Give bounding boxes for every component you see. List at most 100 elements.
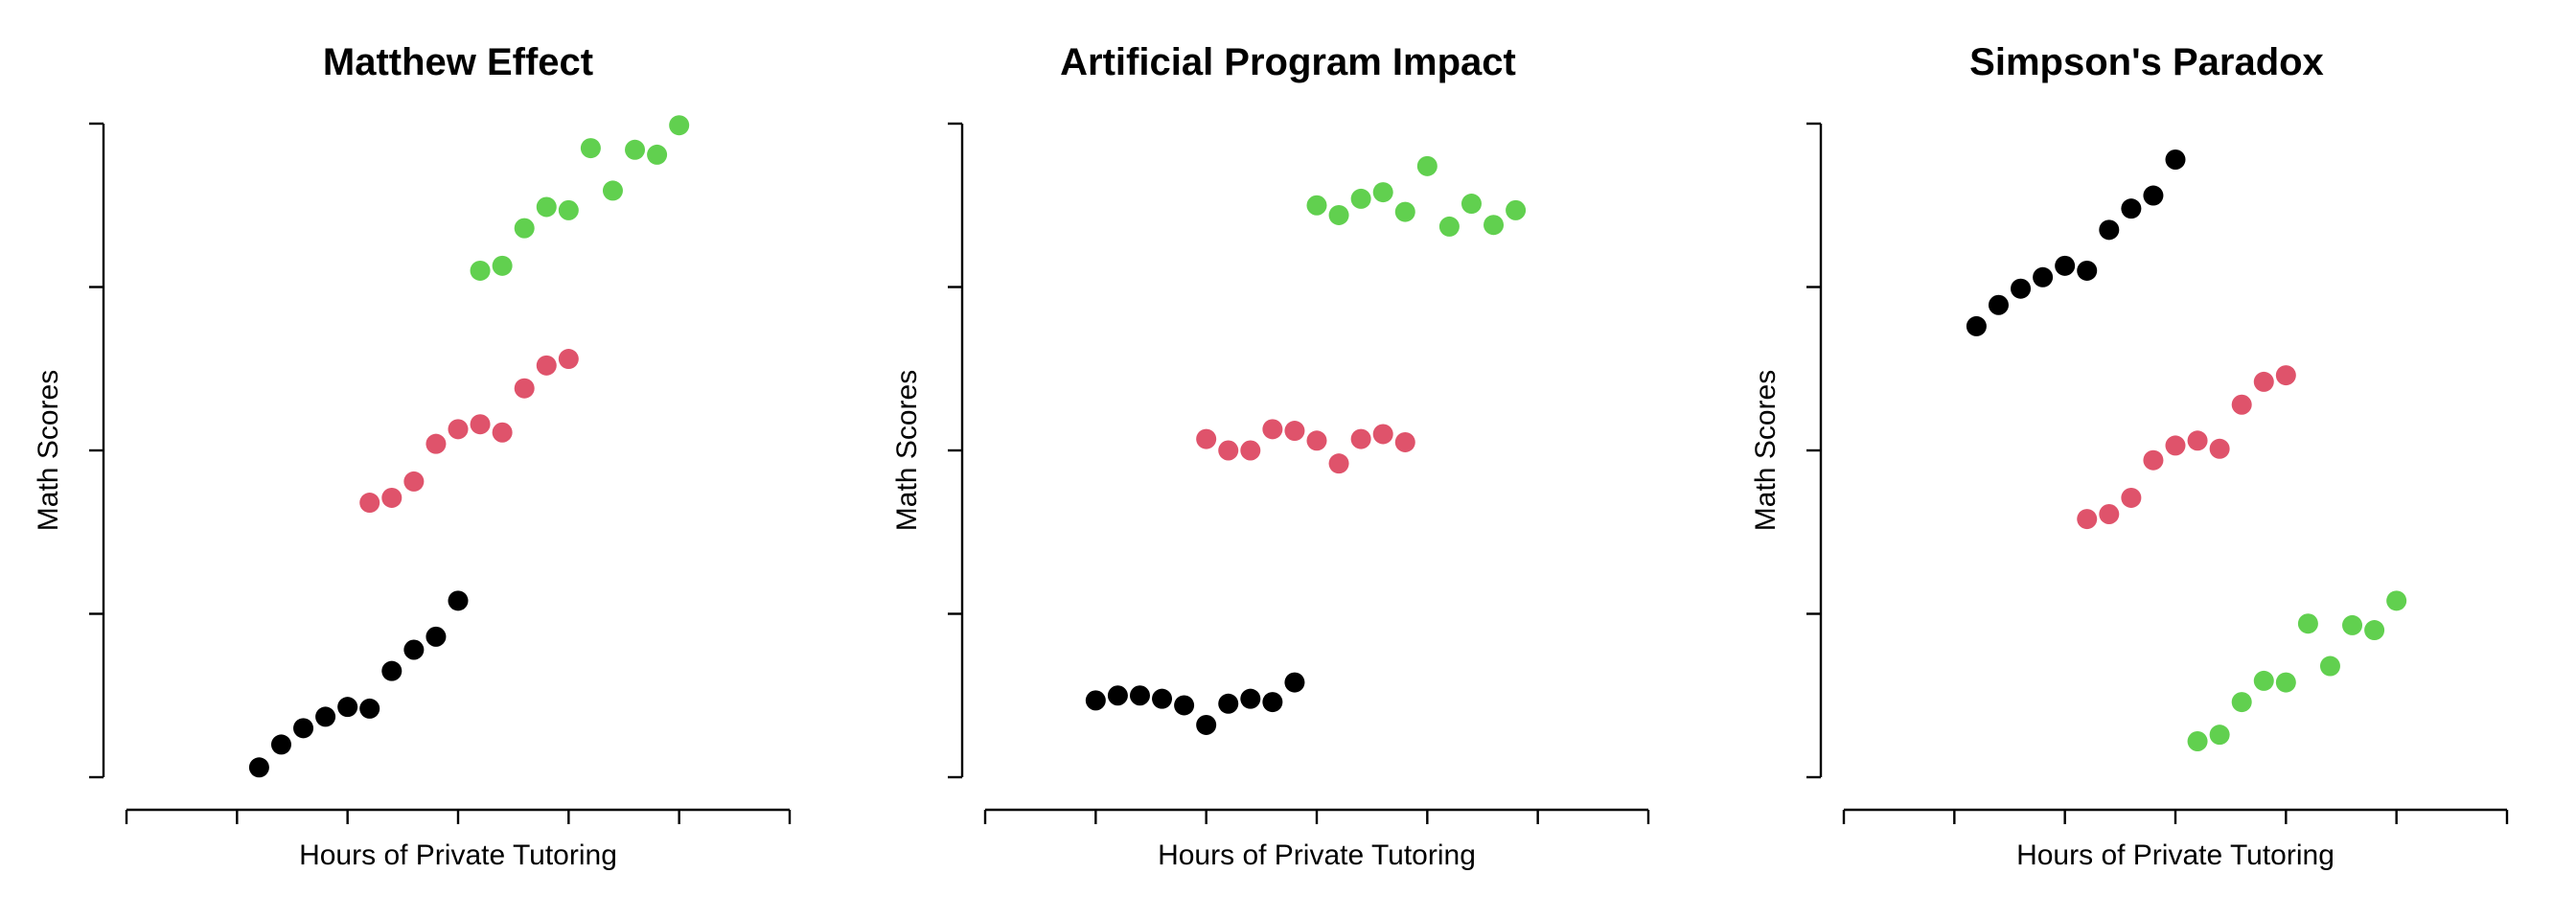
- data-point: [514, 378, 535, 399]
- data-point: [1129, 685, 1150, 706]
- series-3: [1306, 155, 1527, 237]
- data-point: [602, 180, 623, 201]
- data-point: [2253, 670, 2274, 691]
- data-point: [1306, 430, 1327, 451]
- data-point: [1085, 690, 1106, 711]
- data-point: [270, 734, 291, 755]
- data-point: [669, 115, 690, 136]
- data-point: [2209, 724, 2230, 746]
- series-3: [2187, 590, 2407, 751]
- data-point: [2077, 509, 2098, 530]
- data-point: [492, 422, 513, 443]
- data-point: [2165, 150, 2186, 171]
- data-point: [1416, 155, 1438, 176]
- data-point: [359, 493, 380, 514]
- data-point: [2386, 590, 2407, 611]
- series-1: [1966, 150, 2186, 336]
- data-point: [1438, 216, 1460, 237]
- data-point: [1460, 194, 1482, 215]
- data-point: [514, 218, 535, 239]
- data-point: [2121, 198, 2142, 219]
- data-point: [381, 660, 402, 681]
- data-point: [580, 138, 601, 159]
- data-point: [1988, 294, 2009, 315]
- data-point: [2364, 620, 2385, 641]
- data-point: [536, 196, 557, 218]
- chart-title: Artificial Program Impact: [1060, 41, 1516, 83]
- data-point: [315, 706, 336, 727]
- x-axis-label: Hours of Private Tutoring: [299, 840, 617, 871]
- data-point: [2143, 449, 2164, 471]
- data-point: [1107, 685, 1128, 706]
- data-point: [381, 487, 402, 508]
- chart-panel-1: Matthew Effect Hours of Private Tutoring M…: [33, 41, 792, 871]
- data-point: [2231, 692, 2252, 713]
- data-point: [1152, 688, 1173, 709]
- data-point: [403, 639, 425, 660]
- data-point: [1196, 428, 1217, 449]
- data-point: [2165, 435, 2186, 456]
- data-point: [1240, 688, 1261, 709]
- x-axis-label: Hours of Private Tutoring: [2016, 840, 2334, 871]
- data-point: [2297, 613, 2318, 634]
- data-point: [2342, 614, 2363, 635]
- data-point: [2011, 278, 2032, 299]
- data-point: [1284, 421, 1305, 442]
- data-point: [1218, 693, 1239, 714]
- data-point: [2319, 656, 2340, 677]
- data-point: [1394, 431, 1415, 452]
- data-point: [448, 419, 469, 440]
- data-point: [2253, 371, 2274, 392]
- data-point: [1966, 315, 1987, 336]
- chart-title: Simpson's Paradox: [1969, 41, 2324, 83]
- data-point: [1218, 440, 1239, 461]
- series-2: [359, 349, 579, 514]
- data-point: [1394, 201, 1415, 222]
- data-point: [2143, 185, 2164, 206]
- data-point: [2121, 487, 2142, 508]
- data-point: [558, 199, 579, 220]
- data-point: [536, 355, 557, 376]
- data-point: [293, 718, 314, 739]
- y-axis-label: Math Scores: [33, 370, 64, 531]
- data-point: [1372, 182, 1393, 203]
- data-point: [558, 349, 579, 370]
- data-point: [1262, 692, 1283, 713]
- chart-panel-2: Artificial Program Impact Hours of Privat…: [891, 41, 1650, 871]
- chart-panel-3: Simpson's Paradox Hours of Private Tutori…: [1750, 41, 2509, 871]
- data-point: [1328, 204, 1349, 225]
- data-point: [1262, 419, 1283, 440]
- data-point: [1350, 188, 1371, 209]
- data-point: [1284, 672, 1305, 693]
- data-point: [359, 698, 380, 719]
- series-1: [1085, 672, 1305, 735]
- data-point: [470, 414, 491, 435]
- data-point: [492, 255, 513, 276]
- data-point: [337, 697, 358, 718]
- data-point: [248, 757, 269, 778]
- data-point: [1240, 440, 1261, 461]
- data-point: [625, 139, 646, 160]
- data-point: [2275, 365, 2296, 386]
- data-point: [2055, 255, 2076, 276]
- chart-title: Matthew Effect: [323, 41, 593, 83]
- data-point: [1306, 195, 1327, 216]
- data-point: [2187, 430, 2208, 451]
- x-axis-label: Hours of Private Tutoring: [1158, 840, 1476, 871]
- data-point: [1350, 428, 1371, 449]
- series-3: [470, 115, 690, 281]
- data-point: [403, 471, 425, 492]
- data-point: [1196, 714, 1217, 735]
- data-point: [426, 626, 447, 647]
- series-2: [1196, 419, 1415, 474]
- series-2: [2077, 365, 2296, 530]
- y-axis-label: Math Scores: [891, 370, 923, 531]
- data-point: [647, 144, 668, 165]
- data-point: [2231, 394, 2252, 415]
- data-point: [1484, 215, 1505, 236]
- y-axis-label: Math Scores: [1750, 370, 1782, 531]
- data-point: [470, 260, 491, 281]
- data-point: [2209, 438, 2230, 459]
- data-point: [2077, 260, 2098, 281]
